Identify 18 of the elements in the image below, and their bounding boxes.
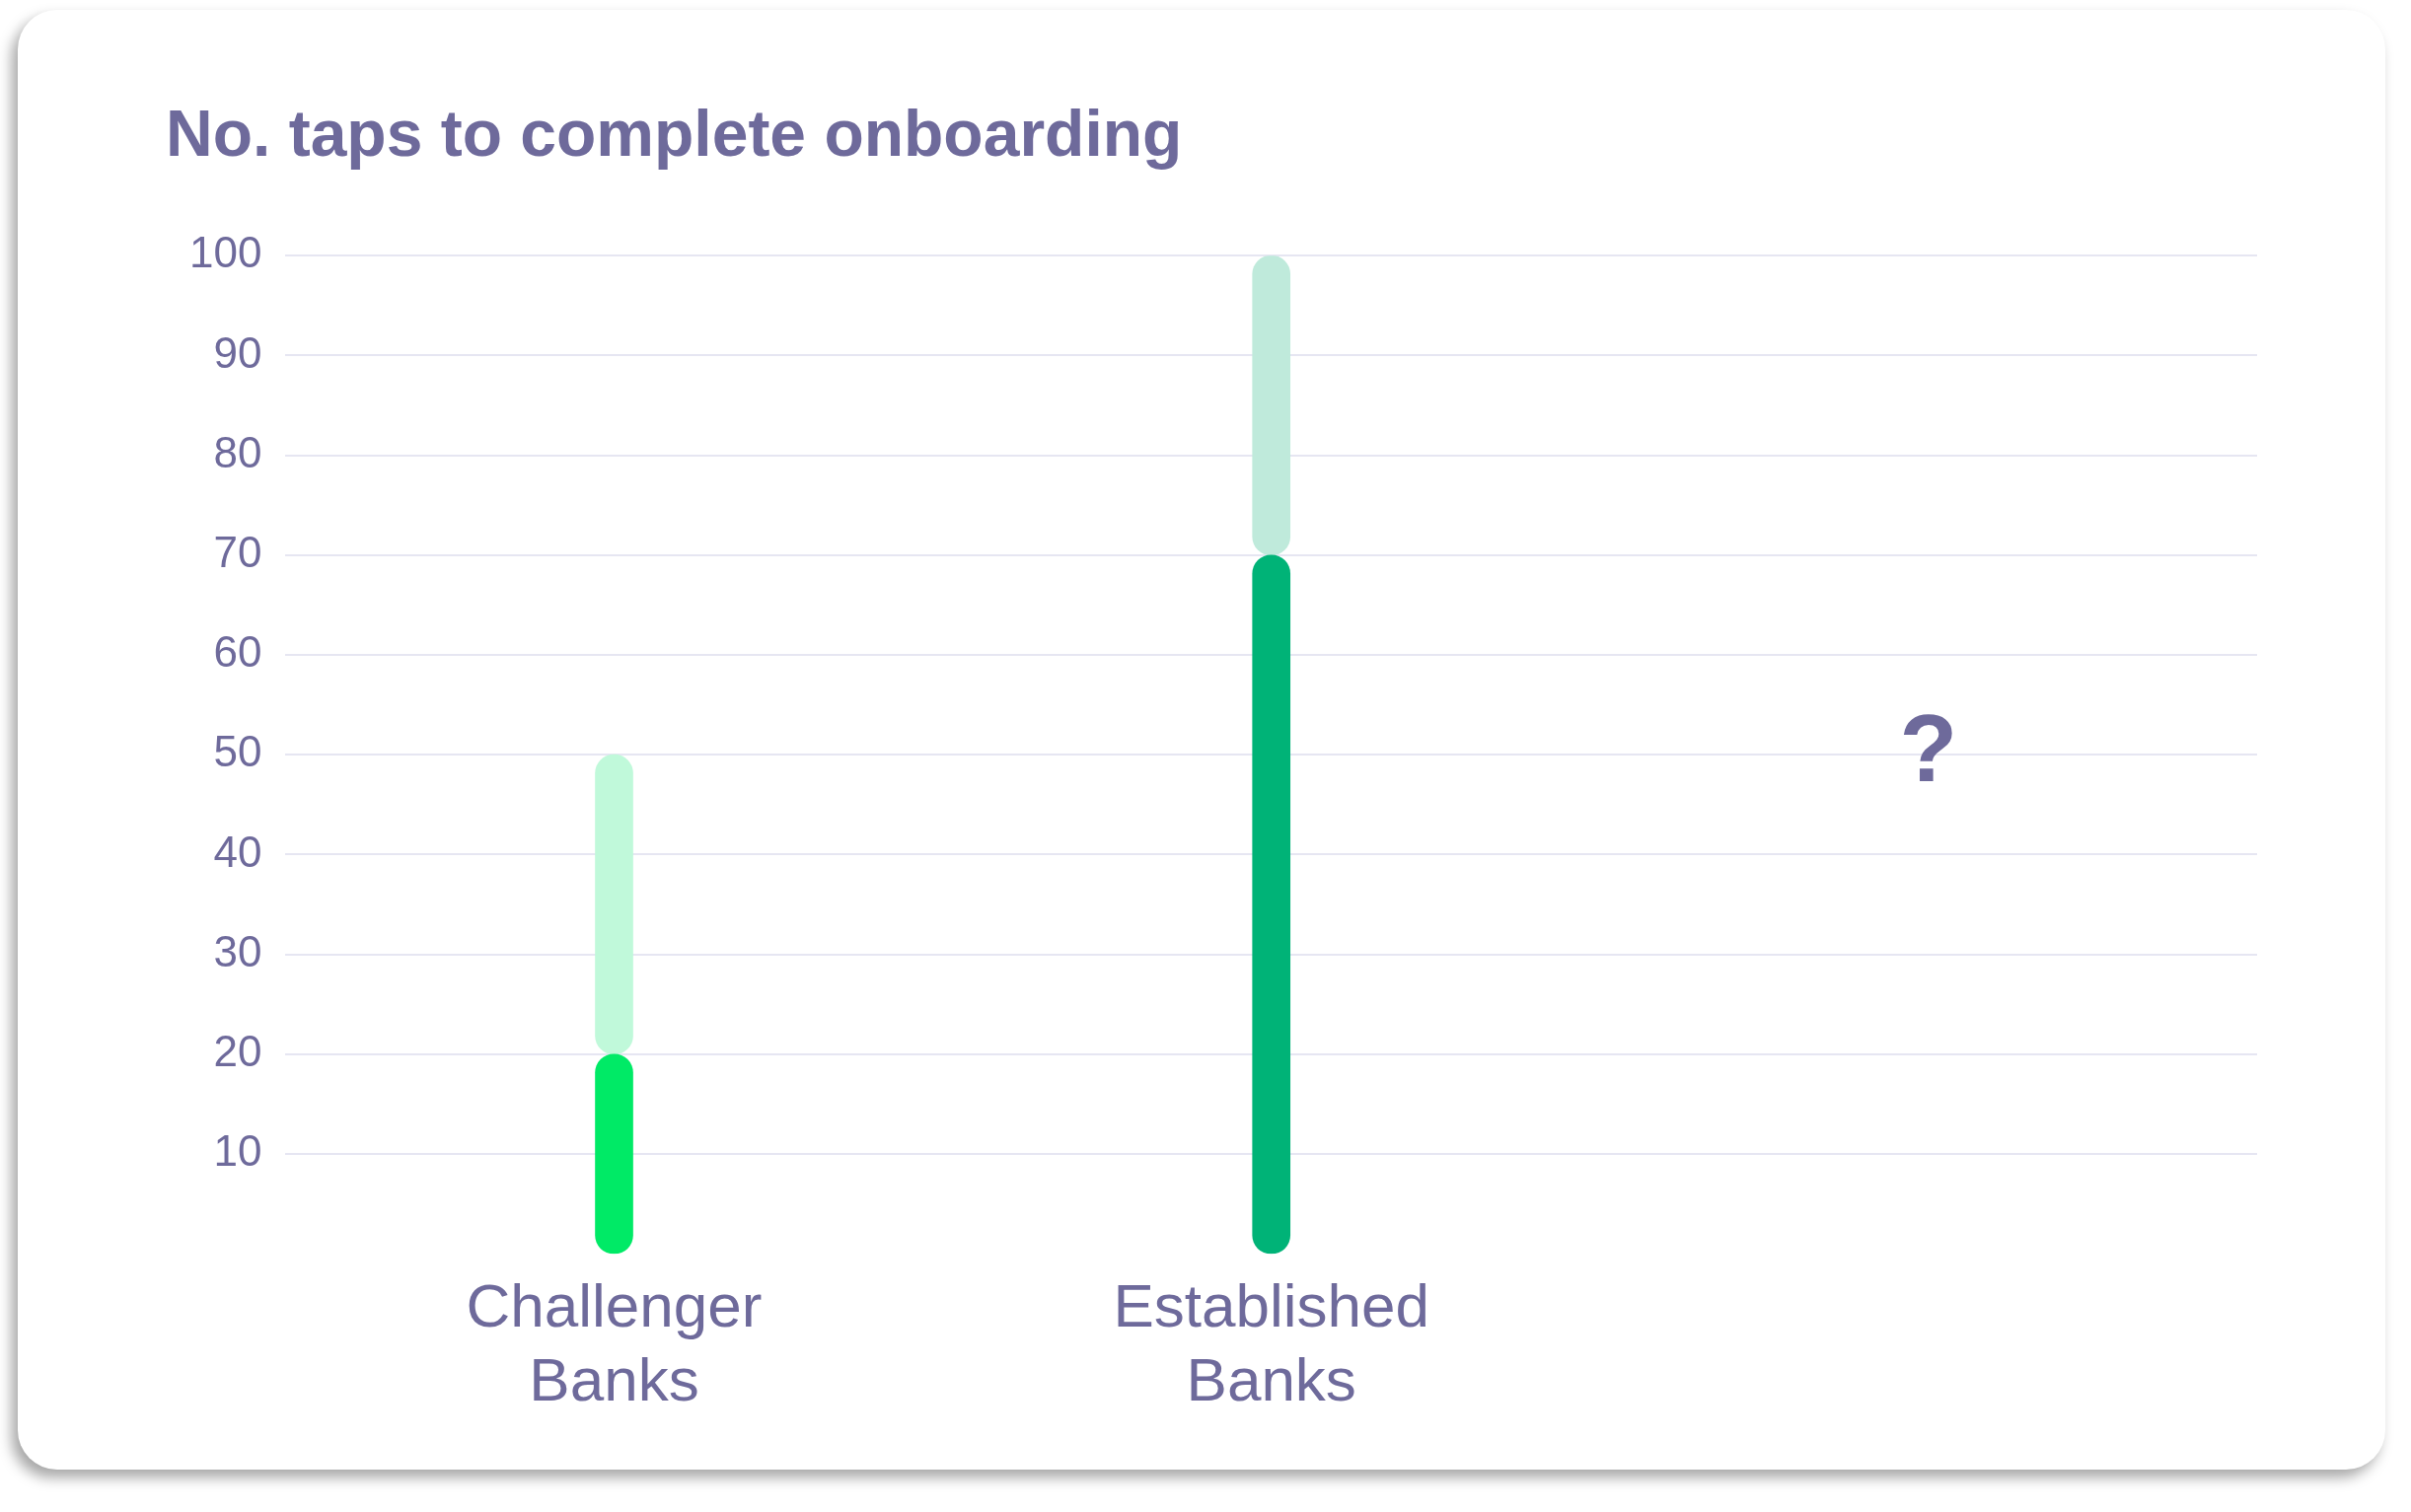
y-tick-label: 70 — [213, 527, 262, 576]
x-tick-label: Established Banks — [1113, 1271, 1429, 1413]
bar — [1252, 255, 1291, 556]
y-tick-label: 30 — [213, 926, 262, 975]
y-tick-label: 50 — [213, 727, 262, 776]
bar — [595, 754, 633, 1055]
y-tick-label: 100 — [188, 228, 262, 277]
bar — [1252, 554, 1291, 1255]
x-tick-label: Challenger Banks — [466, 1271, 763, 1413]
y-tick-label: 20 — [213, 1026, 262, 1075]
y-tick-label: 10 — [213, 1126, 262, 1176]
y-tick-label: 60 — [213, 627, 262, 677]
y-tick-label: 40 — [213, 827, 262, 876]
bar — [595, 1053, 633, 1255]
annotation: ? — [1899, 694, 1958, 801]
y-tick-label: 80 — [213, 427, 262, 476]
y-tick-label: 90 — [213, 327, 262, 377]
chart-title: No. taps to complete onboarding — [166, 96, 1183, 170]
